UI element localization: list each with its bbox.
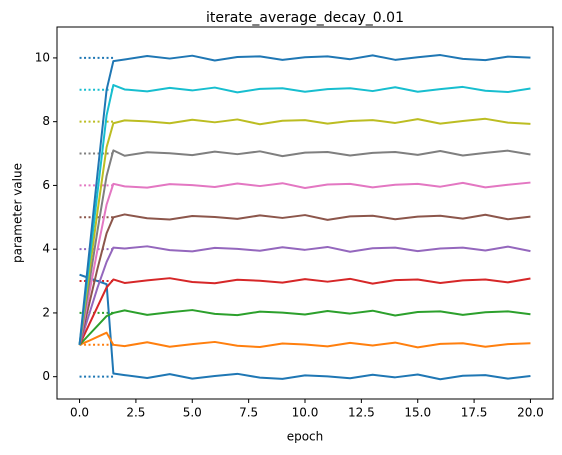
y-tick-label: 10 [35,50,50,64]
y-axis-label: parameter value [11,163,25,263]
y-tick-label: 8 [42,114,50,128]
series-line [78,309,531,346]
series-line [78,277,531,346]
series-line [79,273,531,381]
y-tick-label: 4 [42,242,50,256]
x-tick-label: 20.0 [517,406,544,420]
x-tick-label: 0.0 [70,406,89,420]
y-tick-label: 2 [42,305,50,319]
x-tick-label: 10.0 [292,406,319,420]
x-tick-label: 2.5 [126,406,145,420]
series-line [78,245,531,346]
x-tick-label: 7.5 [239,406,258,420]
y-tick-label: 0 [42,369,50,383]
plot-frame [56,26,554,400]
series-line [78,149,531,345]
x-tick-label: 15.0 [404,406,431,420]
x-tick-label: 5.0 [183,406,202,420]
series-line [79,331,531,349]
series-line [78,213,531,346]
x-axis-label: epoch [287,430,324,444]
series-line [78,117,531,345]
x-tick-label: 17.5 [461,406,488,420]
x-tick-label: 12.5 [348,406,375,420]
series-line [78,181,531,345]
chart-title: iterate_average_decay_0.01 [206,10,404,26]
series-line [78,54,531,345]
y-tick-label: 6 [42,178,50,192]
series-line [78,84,531,345]
